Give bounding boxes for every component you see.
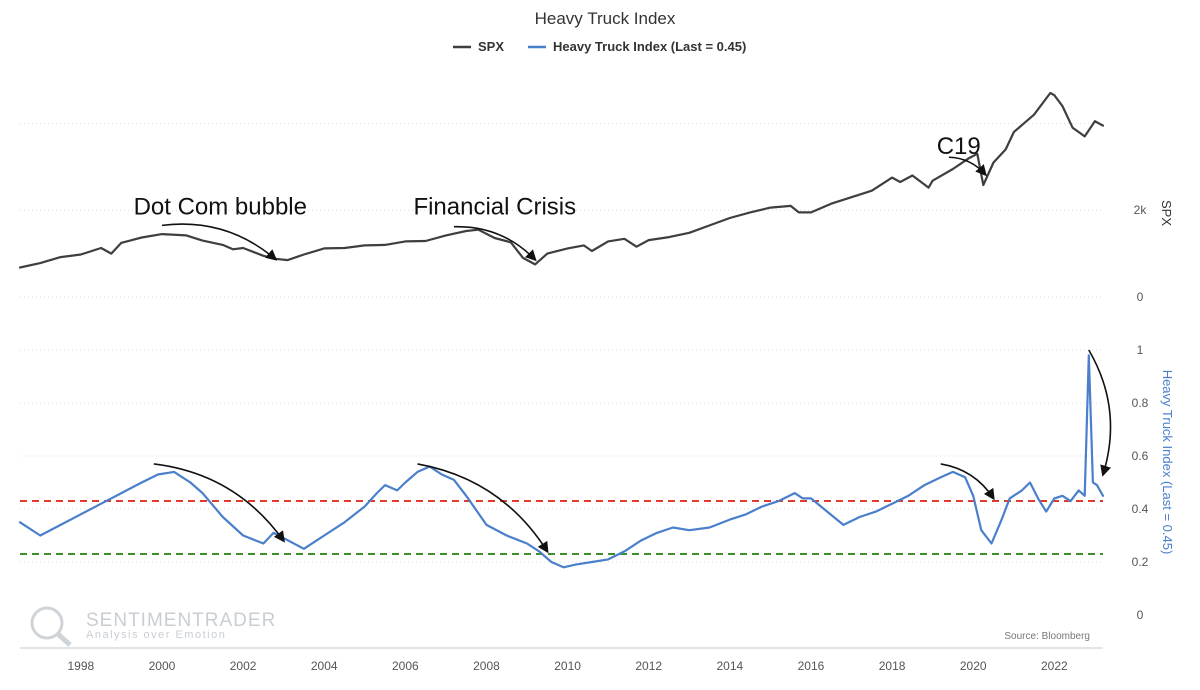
- y-tick-panel1-0.8: 0.8: [1132, 396, 1149, 410]
- legend-label-spx[interactable]: SPX: [478, 39, 504, 54]
- y-tick-panel1-0.6: 0.6: [1132, 449, 1149, 463]
- series: [18, 91, 1105, 569]
- x-tick-2016: 2016: [798, 659, 825, 673]
- y-tick-panel0-0: 0: [1137, 290, 1144, 304]
- grid: [20, 122, 1103, 563]
- annotation-dot-com: Dot Com bubble: [134, 194, 307, 221]
- legend-label-heavy-truck[interactable]: Heavy Truck Index (Last = 0.45): [553, 39, 746, 54]
- x-tick-1998: 1998: [67, 659, 94, 673]
- reference-lines: [20, 500, 1103, 556]
- x-tick-2014: 2014: [716, 659, 743, 673]
- annotation-financial-crisis: Financial Crisis: [413, 194, 576, 221]
- legend[interactable]: SPX Heavy Truck Index (Last = 0.45): [453, 39, 746, 54]
- x-tick-2008: 2008: [473, 659, 500, 673]
- y-tick-panel1-1: 1: [1137, 343, 1144, 357]
- magnifier-icon: [30, 606, 64, 640]
- heavy-truck-index-line: [18, 354, 1105, 569]
- x-tick-2002: 2002: [230, 659, 257, 673]
- annotations: Dot Com bubble Financial Crisis C19: [134, 133, 1112, 554]
- x-tick-2020: 2020: [960, 659, 987, 673]
- spx-line: [18, 91, 1105, 269]
- annotation-arrow-4: [153, 463, 285, 543]
- annotation-arrow-1: [161, 223, 278, 261]
- annotation-arrow-6: [940, 463, 995, 501]
- y-tick-panel0-2k: 2k: [1134, 203, 1148, 217]
- annotation-arrow-2: [453, 225, 537, 262]
- chart-title: Heavy Truck Index: [535, 9, 676, 28]
- x-tick-2004: 2004: [311, 659, 338, 673]
- heavy-truck-axis-title: Heavy Truck Index (Last = 0.45): [1160, 370, 1175, 555]
- watermark-tagline: Analysis over Emotion: [86, 629, 226, 641]
- x-tick-2006: 2006: [392, 659, 419, 673]
- annotation-c19: C19: [937, 133, 981, 160]
- annotation-arrow-7: [1088, 349, 1112, 477]
- spx-axis-title: SPX: [1159, 200, 1174, 226]
- x-tick-2018: 2018: [879, 659, 906, 673]
- annotation-arrow-3: [948, 156, 987, 177]
- magnifier-handle: [56, 632, 72, 647]
- y-tick-panel1-0.2: 0.2: [1132, 555, 1149, 569]
- source-credit: Source: Bloomberg: [1004, 631, 1090, 642]
- axis-ticks: 0 2k 0 0.2 0.4 0.6 0.8 1 1998 2000 2002 2004 2006 200…: [67, 203, 1148, 673]
- x-tick-2010: 2010: [554, 659, 581, 673]
- x-tick-2022: 2022: [1041, 659, 1068, 673]
- annotation-arrow-5: [417, 463, 549, 554]
- y-tick-panel1-0.4: 0.4: [1132, 502, 1149, 516]
- x-tick-2012: 2012: [635, 659, 662, 673]
- watermark-name: SENTIMENTRADER: [86, 610, 276, 631]
- watermark: SENTIMENTRADER Analysis over Emotion: [30, 606, 276, 647]
- x-tick-2000: 2000: [149, 659, 176, 673]
- y-tick-panel1-0: 0: [1137, 608, 1144, 622]
